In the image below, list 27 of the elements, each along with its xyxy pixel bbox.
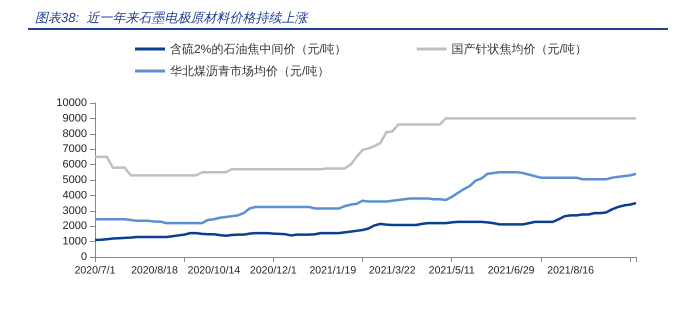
y-tick-label: 6000 [62, 158, 87, 171]
x-tick-label: 2020/8/18 [131, 264, 178, 276]
x-tick-label: 2021/1/19 [309, 264, 356, 276]
line-series [94, 202, 638, 242]
y-tick-label: 8000 [62, 128, 87, 140]
y-tick-label: 2000 [62, 220, 87, 232]
line-series [94, 171, 638, 224]
line-series [94, 117, 638, 177]
legend-label: 华北煤沥青市场均价（元/吨） [170, 64, 330, 78]
y-tick-label: 3000 [62, 204, 87, 217]
legend-label: 含硫2%的石油焦中间价（元/吨） [170, 42, 347, 56]
x-tick-label: 2020/10/14 [188, 264, 240, 276]
x-tick-label: 2021/5/11 [428, 264, 475, 276]
x-tick-label: 2021/3/22 [368, 264, 416, 276]
y-tick-label: 9000 [62, 112, 87, 124]
y-tick-label: 0 [80, 251, 87, 263]
y-tick-label: 1000 [62, 236, 87, 248]
y-tick-label: 4000 [62, 189, 87, 202]
x-tick-label: 2021/8/16 [547, 264, 594, 276]
x-tick-label: 2021/6/29 [488, 264, 535, 276]
x-tick-label: 2020/12/1 [250, 264, 297, 276]
x-tick-label: 2020/7/1 [74, 264, 116, 276]
y-tick-label: 7000 [62, 143, 87, 156]
legend-label: 国产针状焦均价（元/吨） [452, 42, 588, 56]
y-tick-label: 5000 [62, 174, 87, 186]
y-tick-label: 10000 [56, 97, 87, 109]
chart-title: 图表38: 近一年来石墨电极原材料价格持续上涨 [35, 10, 310, 25]
